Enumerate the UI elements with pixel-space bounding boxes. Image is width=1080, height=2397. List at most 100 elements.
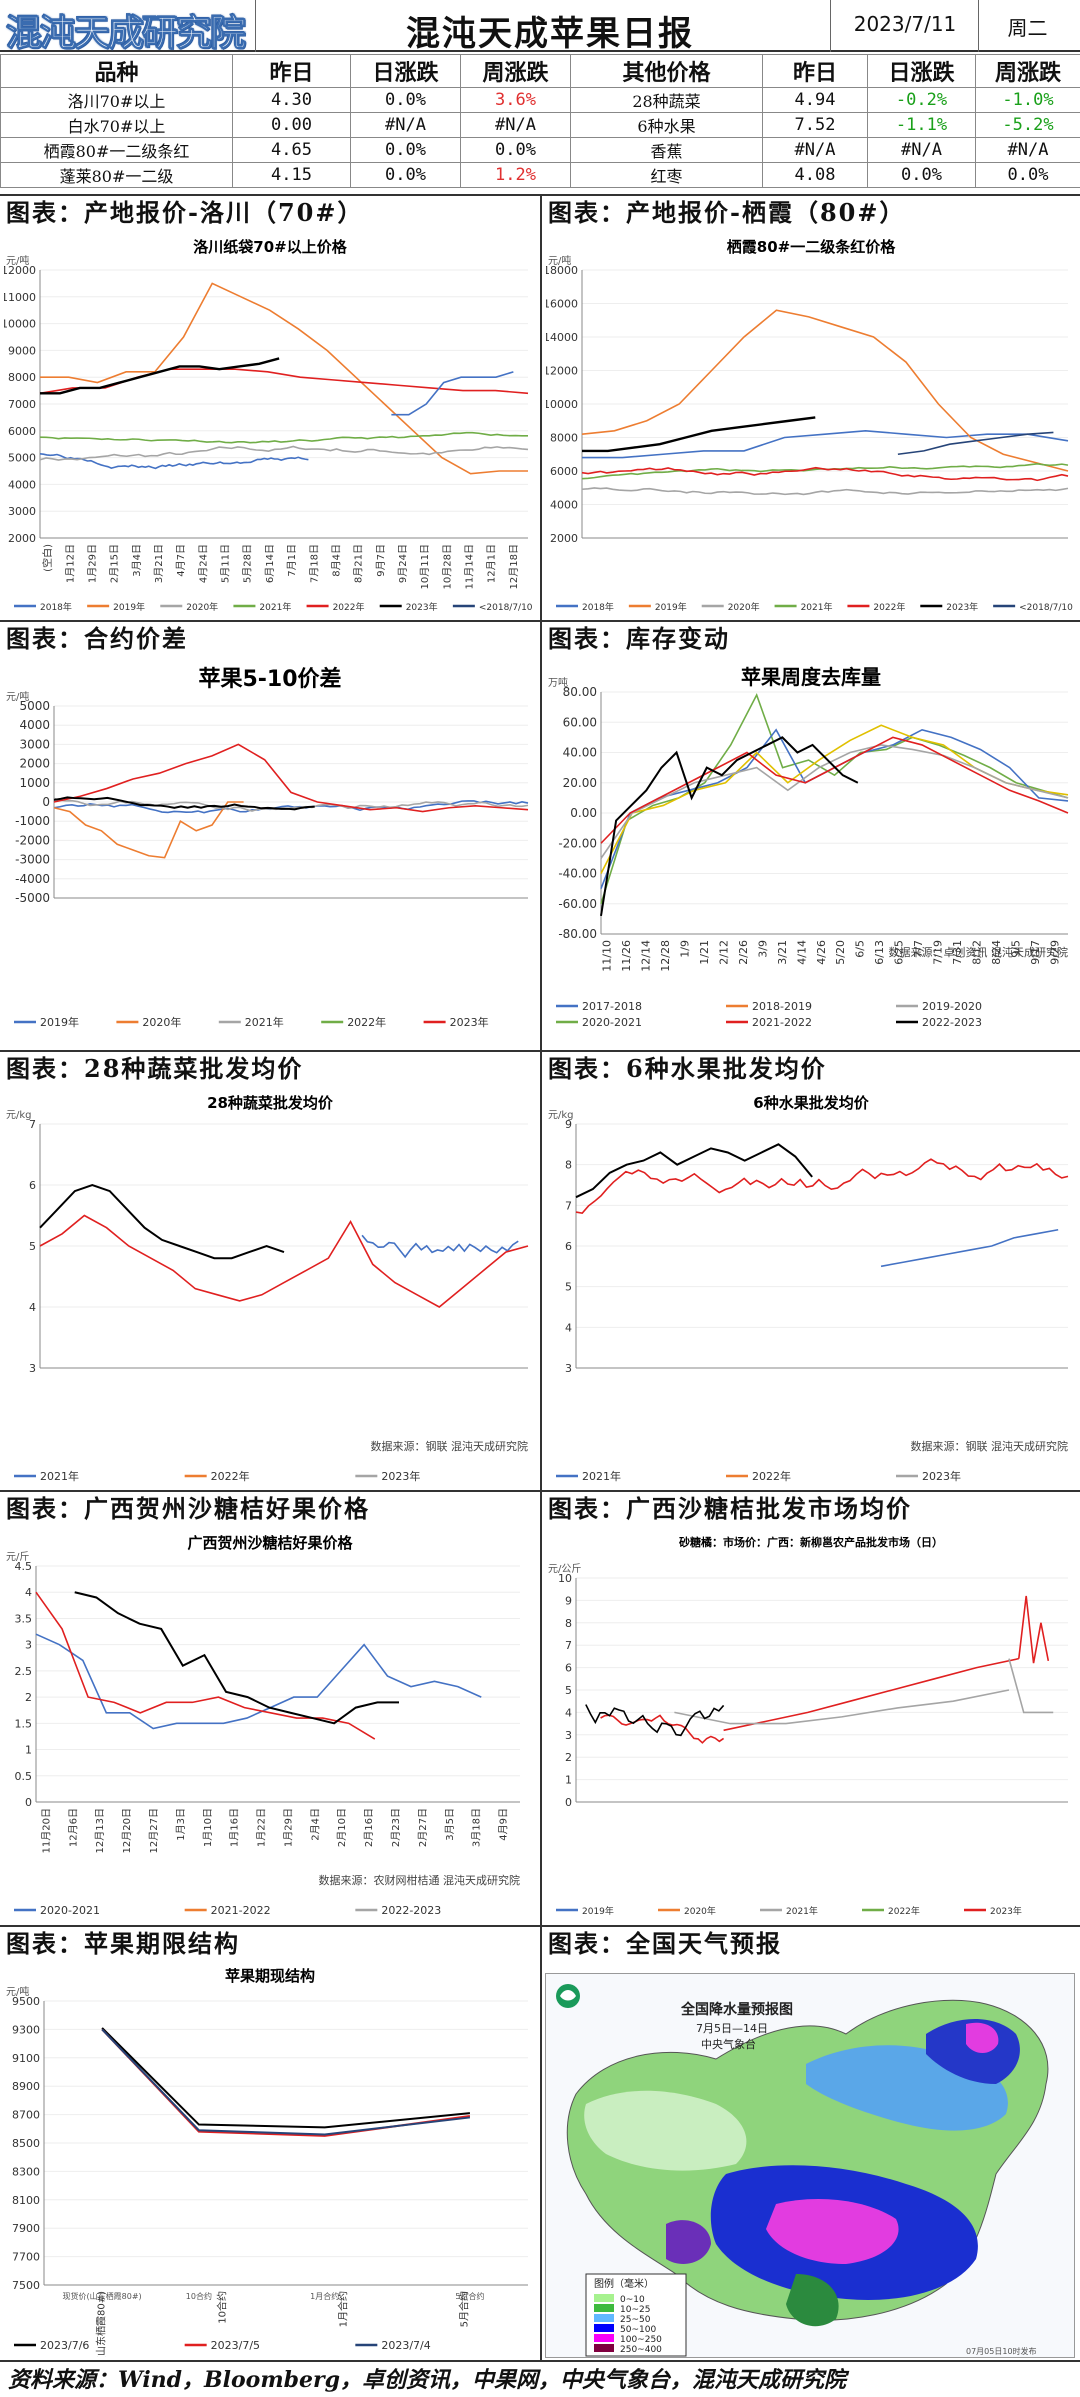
legend-entry: 2019-2020 xyxy=(922,1000,982,1013)
company-logo: 混沌天成研究院 xyxy=(5,4,251,55)
x-tick-label: 8月21日 xyxy=(353,544,365,583)
legend-entry: 2022年 xyxy=(211,1469,250,1483)
report-header: 混沌天成研究院 混沌天成苹果日报 2023/7/11 周二 xyxy=(0,0,1080,55)
chart-title: 砂糖橘：市场价：广西：新柳邕农产品批发市场（日） xyxy=(679,1535,943,1549)
x-tick-label: 2月10日 xyxy=(336,1808,348,1847)
y-axis-unit: 元/吨 xyxy=(548,254,571,267)
y-tick-label: 11000 xyxy=(4,291,36,304)
legend-entry: 2019年 xyxy=(655,601,687,613)
table-header: 日涨跌 xyxy=(350,54,461,88)
legend-entry: 2023年 xyxy=(381,1469,420,1483)
map-title: 全国降水量预报图 xyxy=(680,2001,793,2018)
legend-entry: 2017-2018 xyxy=(582,1000,642,1013)
legend-entry: 2020年 xyxy=(142,1015,181,1029)
price-table: 品种 昨日 日涨跌 周涨跌 其他价格 昨日 日涨跌 周涨跌 洛川70#以上 4.30 0.0% 3.… xyxy=(0,54,1080,188)
table-cell: #N/A xyxy=(762,137,868,163)
series-line xyxy=(53,797,529,812)
chart-source: 数据来源：农财网柑桔通 混沌天成研究院 xyxy=(319,1873,521,1887)
y-tick-label: -3000 xyxy=(15,853,50,867)
legend-entry: 2019年 xyxy=(582,1905,614,1917)
x-tick-label: 9/17 xyxy=(1029,940,1042,965)
legend-entry: 2021年 xyxy=(801,601,833,613)
x-tick-label: 7/19 xyxy=(932,940,945,965)
y-tick-label: 9000 xyxy=(8,344,36,357)
precipitation-map: 全国降水量预报图 7月5日—14日 中央气象台 图例（毫米） 0~10 10~25… xyxy=(545,1973,1075,2358)
table-header: 昨日 xyxy=(232,54,351,88)
y-tick-label: 5 xyxy=(29,1240,36,1253)
legend-entry: <2018/7/10 xyxy=(479,603,533,613)
legend-entry: 2020年 xyxy=(186,601,218,613)
legend-entry: 2022年 xyxy=(752,1469,791,1483)
x-tick-label: 12月20日 xyxy=(121,1808,133,1853)
table-cell: -5.2% xyxy=(975,112,1080,138)
series-line xyxy=(40,357,280,395)
y-tick-label: 1 xyxy=(565,1774,572,1787)
legend-entry: 2021-2022 xyxy=(211,1904,271,1917)
chart-background xyxy=(4,1086,536,1488)
legend-entry: 2021年 xyxy=(786,1905,818,1917)
table-cell: -0.2% xyxy=(867,87,976,113)
x-tick-label: 12月6日 xyxy=(67,1808,79,1847)
x-tick-label: 7/7 xyxy=(912,940,925,958)
series-line xyxy=(581,466,1069,482)
panel-title-weather: 图表：全国天气预报 xyxy=(548,1929,782,1958)
y-tick-label: 60.00 xyxy=(563,715,597,729)
series-line xyxy=(581,309,1069,472)
map-legend-label: 250~400 xyxy=(620,2345,662,2355)
y-tick-label: 8 xyxy=(565,1159,572,1172)
series-line xyxy=(35,1591,376,1740)
series-line xyxy=(1018,1595,1050,1664)
y-tick-label: 5000 xyxy=(19,699,50,713)
y-tick-label: 12000 xyxy=(546,365,578,378)
table-row: 洛川70#以上 4.30 0.0% 3.6% 28种蔬菜 4.94 -0.2% -1.0% xyxy=(0,87,1080,113)
y-tick-label: 8000 xyxy=(550,432,578,445)
y-tick-label: 0.5 xyxy=(15,1770,33,1783)
x-tick-label: 11/26 xyxy=(620,940,633,972)
x-tick-label: 3/21 xyxy=(776,940,789,965)
y-tick-label: -40.00 xyxy=(558,867,597,881)
table-header: 其他价格 xyxy=(570,54,763,88)
table-cell: -1.0% xyxy=(975,87,1080,113)
series-line xyxy=(723,1657,1019,1732)
legend-entry: 2018-2019 xyxy=(752,1000,812,1013)
series-line xyxy=(39,1214,529,1308)
legend-entry: <2018/7/10 xyxy=(1019,603,1073,613)
y-tick-label: 3 xyxy=(25,1639,32,1652)
series-line xyxy=(39,1183,285,1260)
y-axis-unit: 元/吨 xyxy=(6,1985,29,1998)
panel-title-term-structure: 图表：苹果期限结构 xyxy=(6,1929,240,1958)
table-cell: 28种蔬菜 xyxy=(570,87,763,113)
y-tick-label: 0.00 xyxy=(570,806,597,820)
y-tick-label: 2.5 xyxy=(15,1665,33,1678)
x-tick-label: 2月15日 xyxy=(109,544,121,583)
x-tick-label: 7月18日 xyxy=(308,544,320,583)
y-tick-label: 3 xyxy=(565,1362,572,1375)
y-tick-label: 3 xyxy=(565,1729,572,1742)
legend-entry: 2021年 xyxy=(259,601,291,613)
x-tick-label: 12月27日 xyxy=(148,1808,160,1853)
map-legend-label: 100~250 xyxy=(620,2335,662,2345)
table-cell: 栖霞80#一二级条红 xyxy=(0,137,233,163)
table-header: 周涨跌 xyxy=(460,54,571,88)
x-tick-label: 1月合约 xyxy=(310,2291,339,2301)
x-tick-label: 7月1日 xyxy=(286,544,298,577)
series-line xyxy=(361,1234,519,1259)
x-tick-label: 2/12 xyxy=(717,940,730,965)
series-line xyxy=(74,1591,399,1725)
legend-entry: 2023年 xyxy=(946,601,978,613)
legend-entry: 2022年 xyxy=(333,601,365,613)
y-tick-label: 4000 xyxy=(19,718,50,732)
x-tick-label: 3月5日 xyxy=(444,1808,456,1841)
legend-entry: 2021年 xyxy=(40,1469,79,1483)
y-tick-label: -20.00 xyxy=(558,836,597,850)
x-tick-label: 1月22日 xyxy=(256,1808,268,1847)
y-tick-label: 9100 xyxy=(12,2052,40,2065)
series-line xyxy=(39,431,529,444)
table-cell: 0.0% xyxy=(350,87,461,113)
series-line xyxy=(897,431,1054,456)
legend-entry: 2023/7/4 xyxy=(381,2339,430,2352)
y-tick-label: 8500 xyxy=(12,2137,40,2150)
chart-guangxi-orange-market: 砂糖橘：市场价：广西：新柳邕农产品批发市场（日）元/公斤109876543210… xyxy=(546,1526,1076,1922)
